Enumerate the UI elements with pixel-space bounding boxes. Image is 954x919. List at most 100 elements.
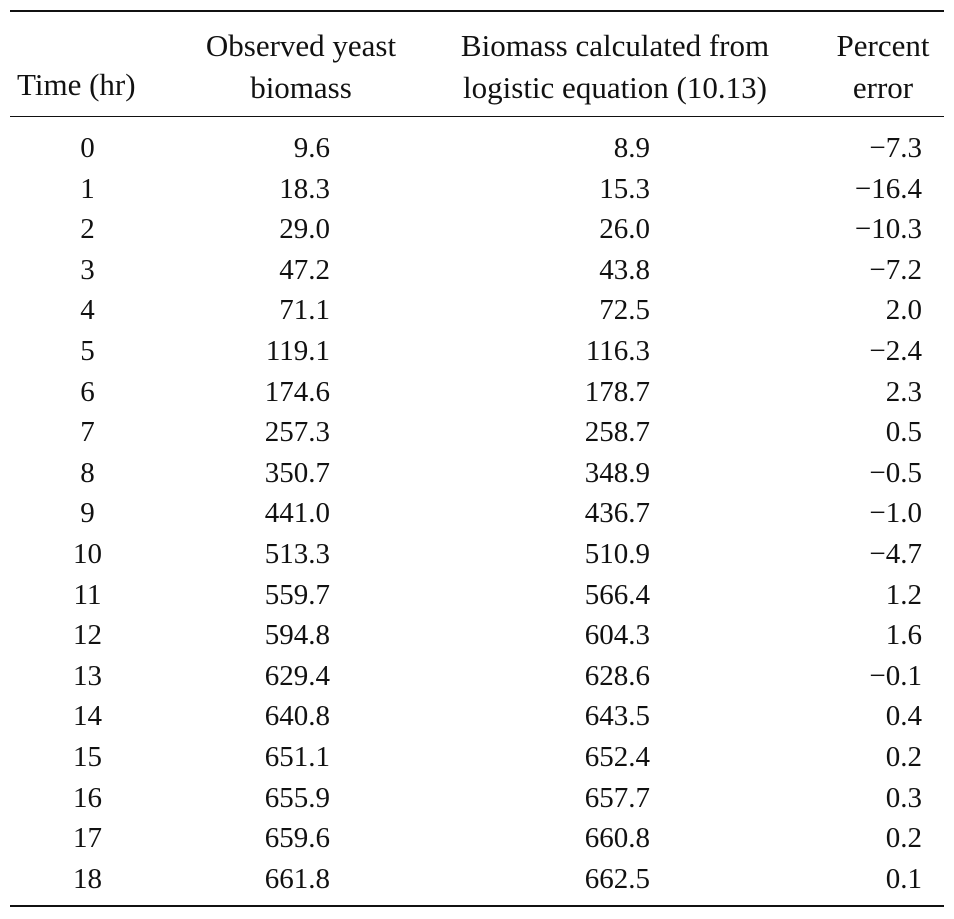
cell-error: −0.1 <box>869 659 922 692</box>
cell-observed: 640.8 <box>264 700 330 733</box>
header-observed-biomass: Observed yeast biomass <box>190 25 412 109</box>
header-error-line-1: Percent <box>836 28 930 63</box>
cell-time: 2 <box>80 213 95 246</box>
header-calculated-line-1: Biomass calculated from <box>460 28 770 63</box>
cell-calculated: 628.6 <box>584 659 650 692</box>
cell-time: 17 <box>73 822 102 855</box>
cell-calculated: 604.3 <box>584 619 650 652</box>
table-row: 5 119.1 116.3 −2.4 <box>0 331 954 372</box>
cell-time: 4 <box>80 294 95 327</box>
cell-error: −1.0 <box>869 497 922 530</box>
cell-calculated: 436.7 <box>584 497 650 530</box>
cell-error: 0.4 <box>885 700 922 733</box>
table-top-rule <box>10 10 944 12</box>
cell-observed: 661.8 <box>264 862 330 895</box>
cell-observed: 174.6 <box>264 375 330 408</box>
table-row: 9 441.0 436.7 −1.0 <box>0 493 954 534</box>
header-calculated-biomass: Biomass calculated from logistic equatio… <box>440 25 790 109</box>
cell-time: 10 <box>73 537 102 570</box>
cell-time: 0 <box>80 132 95 164</box>
cell-error: 0.5 <box>885 416 922 449</box>
table-body: 0 9.6 8.9 −7.3 1 18.3 15.3 −16.4 2 29.0 26.0 −10.3 3… <box>0 128 954 899</box>
cell-error: −2.4 <box>869 334 922 367</box>
cell-time: 14 <box>73 700 102 733</box>
cell-error: −10.3 <box>854 213 922 246</box>
cell-error: −16.4 <box>854 172 922 205</box>
cell-error: 0.2 <box>885 822 922 855</box>
cell-time: 6 <box>80 375 95 408</box>
cell-calculated: 8.9 <box>613 132 650 164</box>
cell-observed: 659.6 <box>264 822 330 855</box>
header-percent-error: Percent error <box>822 25 944 109</box>
cell-observed: 559.7 <box>264 578 330 611</box>
table-row: 3 47.2 43.8 −7.2 <box>0 250 954 291</box>
cell-time: 9 <box>80 497 95 530</box>
cell-calculated: 72.5 <box>599 294 650 327</box>
cell-observed: 18.3 <box>279 172 330 205</box>
cell-error: −7.3 <box>869 132 922 164</box>
cell-calculated: 178.7 <box>584 375 650 408</box>
cell-time: 13 <box>73 659 102 692</box>
cell-observed: 119.1 <box>265 334 330 367</box>
cell-calculated: 43.8 <box>599 253 650 286</box>
table-row: 17 659.6 660.8 0.2 <box>0 818 954 859</box>
cell-calculated: 652.4 <box>584 740 650 773</box>
header-observed-line-1: Observed yeast <box>205 28 397 63</box>
cell-calculated: 15.3 <box>599 172 650 205</box>
cell-observed: 629.4 <box>264 659 330 692</box>
header-calculated-line-2: logistic equation (10.13) <box>463 70 767 105</box>
cell-calculated: 26.0 <box>599 213 650 246</box>
table-row: 2 29.0 26.0 −10.3 <box>0 209 954 250</box>
table-row: 10 513.3 510.9 −4.7 <box>0 534 954 575</box>
header-observed-line-2: biomass <box>250 70 352 105</box>
cell-observed: 9.6 <box>293 132 330 164</box>
table-row: 1 18.3 15.3 −16.4 <box>0 169 954 210</box>
cell-time: 8 <box>80 456 95 489</box>
cell-calculated: 510.9 <box>584 537 650 570</box>
table-bottom-rule <box>10 905 944 907</box>
cell-observed: 29.0 <box>279 213 330 246</box>
table-row: 13 629.4 628.6 −0.1 <box>0 656 954 697</box>
header-error-line-2: error <box>852 70 914 105</box>
cell-observed: 513.3 <box>264 537 330 570</box>
table-row: 18 661.8 662.5 0.1 <box>0 859 954 900</box>
table-row: 7 257.3 258.7 0.5 <box>0 412 954 453</box>
table-row: 4 71.1 72.5 2.0 <box>0 290 954 331</box>
cell-calculated: 258.7 <box>584 416 650 449</box>
cell-error: 1.6 <box>885 619 922 652</box>
cell-observed: 655.9 <box>264 781 330 814</box>
cell-observed: 71.1 <box>279 294 330 327</box>
header-rule <box>10 116 944 117</box>
cell-error: 2.0 <box>885 294 922 327</box>
cell-observed: 47.2 <box>279 253 330 286</box>
cell-observed: 594.8 <box>264 619 330 652</box>
table-row: 0 9.6 8.9 −7.3 <box>0 128 954 169</box>
table-row: 12 594.8 604.3 1.6 <box>0 615 954 656</box>
cell-error: 0.3 <box>885 781 922 814</box>
cell-time: 15 <box>73 740 102 773</box>
cell-time: 5 <box>80 334 95 367</box>
table-row: 16 655.9 657.7 0.3 <box>0 778 954 819</box>
cell-error: −0.5 <box>869 456 922 489</box>
cell-error: −7.2 <box>869 253 922 286</box>
cell-calculated: 566.4 <box>584 578 650 611</box>
cell-calculated: 660.8 <box>584 822 650 855</box>
header-time: Time (hr) <box>17 64 136 106</box>
cell-time: 18 <box>73 862 102 895</box>
cell-time: 3 <box>80 253 95 286</box>
cell-time: 1 <box>80 172 95 205</box>
cell-calculated: 657.7 <box>584 781 650 814</box>
table-row: 14 640.8 643.5 0.4 <box>0 696 954 737</box>
cell-error: 1.2 <box>885 578 922 611</box>
header-time-label: Time (hr) <box>17 67 136 102</box>
table-row: 15 651.1 652.4 0.2 <box>0 737 954 778</box>
cell-error: 0.1 <box>885 862 922 895</box>
cell-time: 7 <box>80 416 95 449</box>
cell-observed: 651.1 <box>264 740 330 773</box>
cell-calculated: 348.9 <box>584 456 650 489</box>
cell-time: 11 <box>73 578 102 611</box>
cell-time: 12 <box>73 619 102 652</box>
cell-calculated: 662.5 <box>584 862 650 895</box>
cell-calculated: 116.3 <box>585 334 650 367</box>
